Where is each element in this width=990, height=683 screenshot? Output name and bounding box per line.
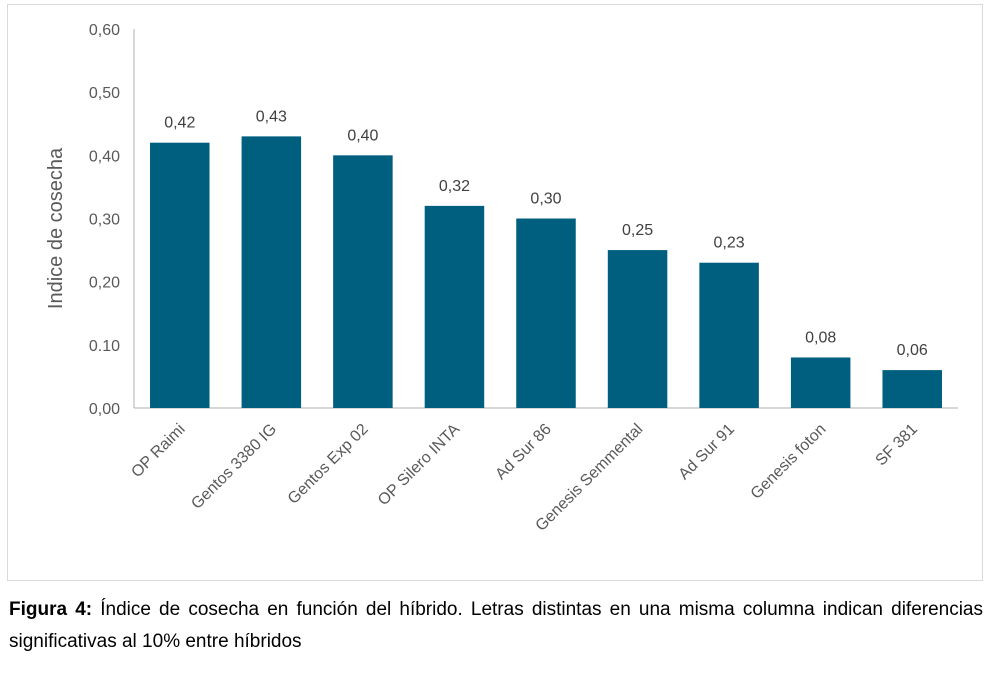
- x-tick-label: SF 381: [873, 421, 922, 470]
- data-label: 0,43: [256, 108, 287, 125]
- bar: [333, 155, 393, 408]
- caption-label: Figura 4:: [9, 599, 93, 620]
- x-tick-label: OP Silero INTA: [375, 421, 464, 510]
- y-tick-label: 0,20: [89, 275, 120, 292]
- bar: [424, 205, 485, 408]
- y-tick-label: 0,50: [89, 85, 120, 102]
- bar: [516, 218, 576, 408]
- y-tick-label: 0,30: [89, 212, 120, 229]
- y-tick-label: 0,40: [89, 148, 120, 165]
- caption-text: Índice de cosecha en función del híbrido…: [9, 599, 984, 652]
- y-tick-label: 0.10: [89, 338, 120, 355]
- x-tick-label: Ad Sur 86: [492, 421, 554, 483]
- data-label: 0,32: [439, 178, 470, 195]
- data-label: 0,23: [714, 235, 745, 252]
- bar: [790, 357, 851, 408]
- bar: [882, 370, 942, 408]
- x-tick-label: OP Raimi: [128, 421, 188, 481]
- data-label: 0,08: [805, 329, 836, 346]
- data-label: 0,40: [347, 127, 378, 144]
- data-label: 0,25: [622, 222, 653, 239]
- data-label: 0,42: [164, 115, 195, 132]
- y-tick-label: 0,60: [89, 22, 120, 39]
- bar: [699, 262, 759, 408]
- bar-chart: 0,00 0.10 0,20 0,30 0,40 0,50 0,60 Indice de co…: [45, 22, 958, 535]
- x-tick-label: Gentos 3380 IG: [188, 421, 280, 513]
- bar: [150, 142, 210, 408]
- bar: [607, 250, 668, 408]
- x-tick-label: Ad Sur 91: [676, 421, 738, 483]
- x-tick-label: Gentos Exp 02: [285, 421, 372, 508]
- figure-caption: Figura 4: Índice de cosecha en función d…: [9, 594, 983, 658]
- bar: [241, 136, 302, 408]
- data-label: 0,06: [897, 342, 928, 359]
- y-axis-label: Indice de cosecha: [45, 147, 67, 309]
- y-tick-label: 0,00: [89, 401, 120, 418]
- data-label: 0,30: [530, 191, 561, 208]
- x-tick-label: Genesis foton: [748, 421, 830, 503]
